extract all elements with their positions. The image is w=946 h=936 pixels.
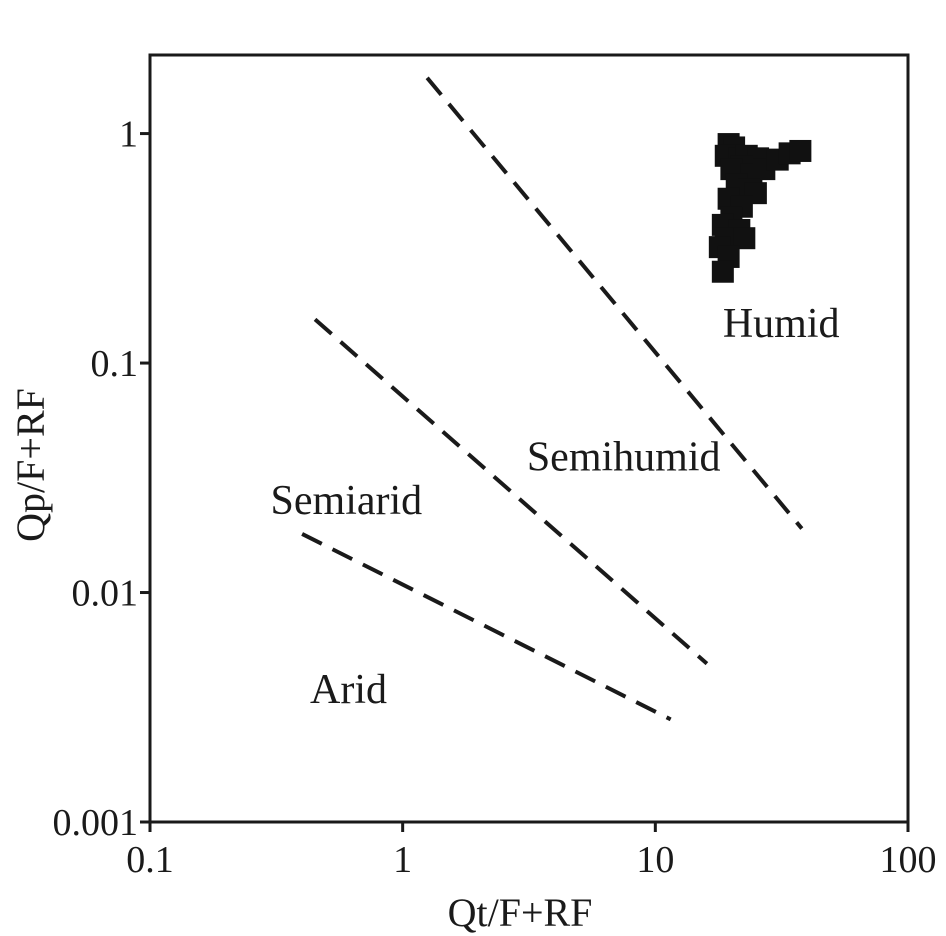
region-label-semihumid: Semihumid <box>527 435 721 481</box>
x-tick-label: 1 <box>393 839 412 881</box>
region-label-semiarid: Semiarid <box>271 478 423 524</box>
y-tick-label: 0.1 <box>91 343 139 385</box>
x-axis-title: Qt/F+RF <box>448 890 593 935</box>
data-point <box>733 227 756 250</box>
y-tick-label: 0.01 <box>72 573 139 615</box>
data-points <box>708 133 812 283</box>
x-tick-label: 0.1 <box>126 839 174 881</box>
plot-frame <box>148 53 910 824</box>
y-tick-label: 1 <box>119 114 138 156</box>
boundary-lines <box>301 76 804 722</box>
y-axis-title: Qp/F+RF <box>8 388 53 542</box>
region-labels: Humid Semihumid Semiarid Arid <box>271 301 840 713</box>
region-label-arid: Arid <box>310 667 387 713</box>
data-point <box>711 260 734 283</box>
region-label-humid: Humid <box>723 301 840 347</box>
x-tick-label: 100 <box>880 839 937 881</box>
y-axis-ticks: 0.001 0.01 0.1 1 <box>53 114 150 844</box>
y-tick-label: 0.001 <box>53 802 139 844</box>
x-axis-ticks: 0.1 1 10 100 <box>126 822 937 881</box>
x-tick-label: 10 <box>636 839 674 881</box>
boundary-line-2 <box>313 317 709 666</box>
boundary-line-1 <box>425 76 804 530</box>
boundary-line-3 <box>301 532 672 722</box>
data-point <box>789 139 812 162</box>
